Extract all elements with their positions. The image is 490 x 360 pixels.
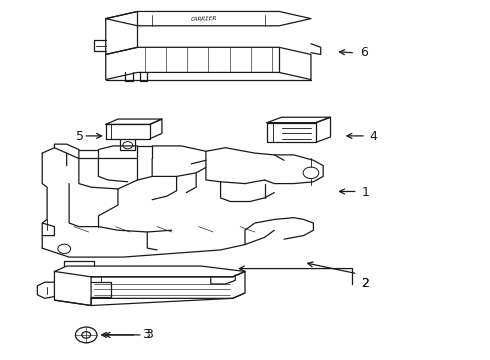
Text: 2: 2 <box>361 278 369 291</box>
Text: 2: 2 <box>361 278 369 291</box>
Text: 5: 5 <box>76 130 84 144</box>
Text: CARRIER: CARRIER <box>190 16 217 22</box>
Text: 4: 4 <box>369 130 377 144</box>
Text: 3: 3 <box>143 328 150 341</box>
Text: 1: 1 <box>361 186 369 199</box>
Text: 6: 6 <box>360 46 368 59</box>
Text: 3: 3 <box>145 328 153 341</box>
